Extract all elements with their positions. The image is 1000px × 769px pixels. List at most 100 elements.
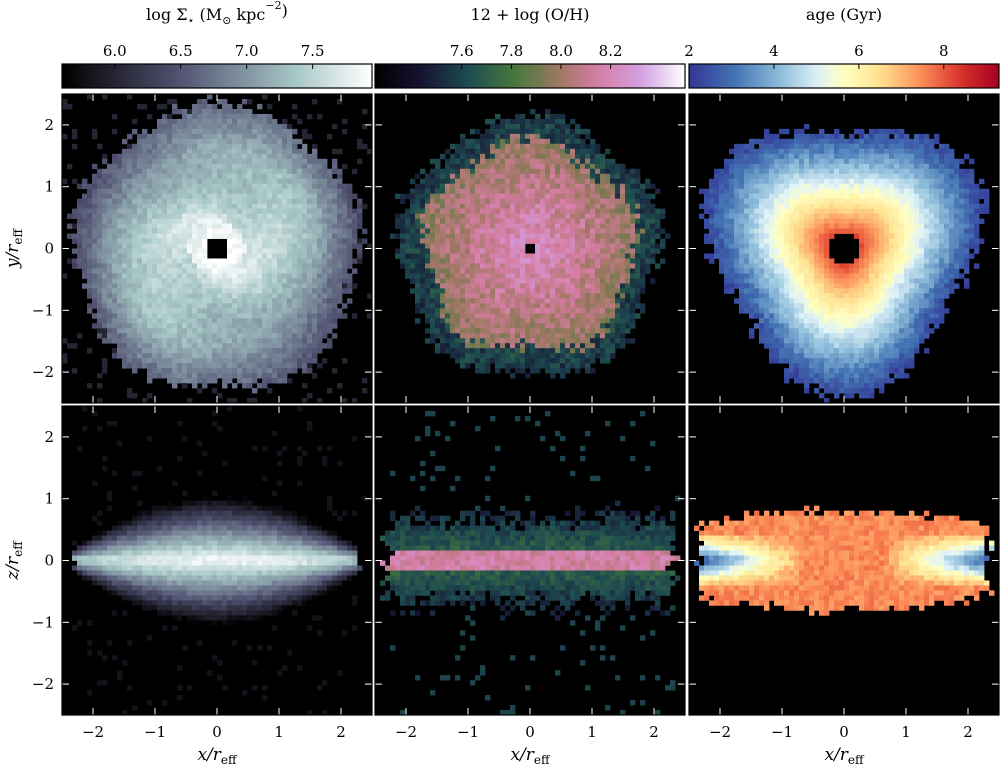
heatmap-cell — [192, 248, 198, 254]
heatmap-cell — [415, 253, 421, 259]
heatmap-cell — [187, 128, 193, 135]
heatmap-cell — [565, 338, 571, 344]
heatmap-cell — [545, 208, 551, 215]
heatmap-cell — [162, 218, 168, 224]
heatmap-cell — [400, 238, 406, 244]
heatmap-cell — [237, 228, 243, 234]
heatmap-cell — [212, 263, 218, 269]
heatmap-cell — [560, 173, 566, 180]
heatmap-cell — [630, 313, 636, 319]
heatmap-cell — [332, 148, 338, 155]
heatmap-cell — [595, 233, 601, 239]
heatmap-cell — [435, 243, 441, 249]
heatmap-cell — [490, 193, 496, 200]
heatmap-cell — [505, 193, 511, 200]
heatmap-cell — [322, 228, 328, 234]
heatmap-cell — [127, 353, 133, 359]
heatmap-cell — [142, 353, 148, 359]
heatmap-cell — [605, 273, 611, 279]
heatmap-cell — [490, 238, 496, 244]
heatmap-cell — [480, 218, 486, 224]
heatmap-cell — [222, 103, 228, 110]
heatmap-cell — [192, 203, 198, 210]
heatmap-cell — [327, 328, 333, 334]
heatmap-cell — [122, 333, 128, 339]
heatmap-cell — [92, 258, 98, 264]
heatmap-cell — [237, 293, 243, 299]
heatmap-cell — [555, 168, 561, 175]
heatmap-cell — [719, 173, 725, 180]
heatmap-cell — [92, 288, 98, 294]
heatmap-cell — [342, 188, 348, 195]
heatmap-cell — [262, 143, 268, 150]
heatmap-cell — [267, 308, 273, 314]
heatmap-cell — [520, 123, 526, 130]
heatmap-cell — [455, 243, 461, 249]
heatmap-cell — [182, 333, 188, 339]
heatmap-cell — [455, 273, 461, 279]
heatmap-cell — [322, 178, 328, 185]
heatmap-cell — [252, 238, 258, 244]
heatmap-cell — [322, 183, 328, 190]
heatmap-cell — [292, 263, 298, 269]
heatmap-cell — [217, 348, 223, 354]
heatmap-cell — [500, 178, 506, 185]
heatmap-cell — [77, 263, 83, 269]
heatmap-cell — [87, 243, 93, 249]
heatmap-cell — [415, 283, 421, 289]
heatmap-cell — [410, 178, 416, 185]
heatmap-cell — [600, 258, 606, 264]
heatmap-cell — [237, 203, 243, 210]
heatmap-cell — [212, 153, 218, 160]
heatmap-cell — [267, 153, 273, 160]
heatmap-cell — [535, 148, 541, 155]
heatmap-cell — [565, 288, 571, 294]
heatmap-cell — [475, 178, 481, 185]
heatmap-cell — [342, 183, 348, 190]
heatmap-cell — [157, 343, 163, 349]
heatmap-cell — [480, 288, 486, 294]
heatmap-cell — [425, 193, 431, 200]
heatmap-cell — [112, 278, 118, 284]
heatmap-cell — [495, 323, 501, 329]
heatmap-cell — [267, 248, 273, 254]
heatmap-cell — [465, 313, 471, 319]
heatmap-cell — [312, 253, 318, 259]
heatmap-cell — [590, 153, 596, 160]
heatmap-cell — [62, 358, 68, 364]
heatmap-cell — [217, 188, 223, 195]
heatmap-cell — [332, 163, 338, 170]
heatmap-cell — [207, 363, 213, 369]
heatmap-cell — [317, 318, 323, 324]
heatmap-cell — [177, 288, 183, 294]
colorbar-tick-label: 7.0 — [235, 42, 259, 60]
heatmap-cell — [367, 313, 373, 319]
heatmap-cell — [287, 133, 293, 140]
heatmap-cell — [112, 193, 118, 200]
heatmap-cell — [347, 208, 353, 215]
heatmap-cell — [307, 393, 313, 399]
heatmap-cell — [570, 153, 576, 160]
heatmap-cell — [217, 213, 223, 219]
heatmap-cell — [550, 148, 556, 155]
heatmap-cell — [207, 273, 213, 279]
heatmap-cell — [575, 188, 581, 195]
heatmap-cell — [480, 233, 486, 239]
heatmap-cell — [455, 313, 461, 319]
heatmap-cell — [545, 228, 551, 234]
heatmap-cell — [112, 163, 118, 170]
heatmap-cell — [535, 293, 541, 299]
heatmap-cell — [332, 168, 338, 175]
heatmap-cell — [610, 323, 616, 329]
heatmap-cell — [272, 303, 278, 309]
heatmap-cell — [610, 158, 616, 165]
heatmap-cell — [187, 273, 193, 279]
heatmap-cell — [317, 183, 323, 190]
heatmap-cell — [182, 173, 188, 180]
heatmap-cell — [435, 268, 441, 274]
heatmap-cell — [207, 353, 213, 359]
heatmap-cell — [605, 323, 611, 329]
heatmap-cell — [117, 253, 123, 259]
heatmap-cell — [520, 153, 526, 160]
heatmap-cell — [97, 278, 103, 284]
